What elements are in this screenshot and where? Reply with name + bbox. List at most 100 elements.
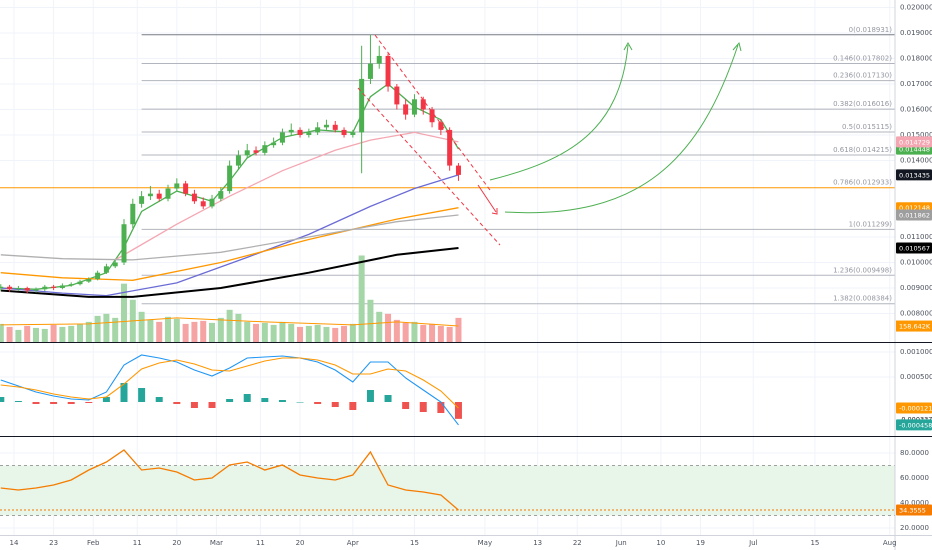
candle-body: [174, 183, 180, 189]
volume-bar: [226, 309, 233, 342]
x-tick-label: 11: [133, 539, 142, 547]
fib-level-label: 0.618(0.014215): [833, 146, 892, 154]
volume-bar: [94, 315, 101, 342]
price-badge-label: 34.3555: [899, 507, 926, 515]
candle-body: [191, 193, 197, 202]
candle-body: [315, 127, 321, 133]
volume-bar: [41, 328, 48, 342]
candle-body: [297, 129, 303, 135]
candle-body: [323, 124, 329, 128]
volume-bar: [261, 322, 268, 342]
y-tick-label: 0.001000: [900, 348, 932, 356]
green-curve-1: [489, 44, 629, 181]
red-arrow-head: [491, 208, 498, 215]
x-tick-label: 19: [696, 539, 705, 547]
volume-badge: [896, 320, 932, 332]
histogram-bar: [454, 402, 462, 419]
green-arrow-head-1: [623, 41, 633, 51]
indicator-line: [0, 354, 459, 426]
histogram-bar: [437, 402, 445, 413]
volume-bar: [77, 323, 84, 342]
volume-bar: [59, 326, 66, 342]
y-tick-label: 0.010000: [900, 258, 932, 266]
fib-level-label: 1(0.011299): [849, 220, 893, 228]
candle-body: [438, 122, 444, 130]
histogram-bar: [14, 401, 22, 402]
price-badge: [896, 169, 932, 181]
candle-body: [15, 287, 21, 290]
candle-body: [130, 203, 136, 225]
fib-level-label: 0.786(0.012933): [833, 179, 892, 187]
candle-body: [244, 150, 250, 156]
price-badge: [896, 419, 932, 431]
volume-bar: [332, 327, 339, 342]
y-tick-label: 80.0000: [900, 449, 929, 457]
x-tick-label: 10: [656, 539, 665, 547]
histogram-bar: [50, 402, 58, 404]
red-arrow: [477, 184, 497, 213]
candle-body: [183, 183, 189, 194]
y-tick-label: 0.014000: [900, 156, 932, 164]
y-tick-label: 0.018000: [900, 54, 932, 62]
green-arrow-head-2: [732, 41, 742, 52]
candle-body: [200, 201, 206, 207]
volume-bar: [297, 326, 304, 342]
y-tick-label: 40.0000: [900, 499, 929, 507]
volume-bar: [103, 313, 110, 342]
histogram-bar: [208, 402, 216, 408]
volume-bar: [138, 311, 145, 342]
candle-body: [165, 188, 171, 199]
candle-body: [429, 109, 435, 123]
x-tick-label: 14: [10, 539, 19, 547]
price-badge-label: 0.010567: [899, 245, 930, 253]
marks-layer: [0, 34, 462, 511]
fib-level-label: 0.146(0.017802): [833, 55, 892, 63]
indicator-line: [0, 357, 459, 409]
indicator-line: [0, 449, 459, 511]
volume-bar: [24, 325, 31, 342]
histogram-bar: [402, 402, 410, 409]
histogram-bar: [155, 397, 163, 402]
y-tick-label: 0.020000: [900, 3, 932, 11]
volume-bar: [32, 327, 39, 342]
x-tick-label: Jun: [615, 539, 627, 547]
fib-level-label: 0(0.018931): [849, 26, 893, 34]
candle-body: [279, 132, 285, 143]
y-tick-label: 0.009000: [900, 284, 932, 292]
price-badge-label: 0.014448: [899, 146, 930, 154]
candle-body: [95, 272, 101, 280]
volume-bar: [209, 322, 216, 342]
candle-body: [112, 262, 118, 267]
volume-bar: [429, 323, 436, 342]
histogram-bar: [261, 398, 269, 402]
x-tick-label: 20: [172, 539, 181, 547]
candle-body: [103, 266, 109, 273]
price-badge-label: 0.013435: [899, 171, 930, 179]
rsi-band: [0, 465, 895, 516]
volume-bar: [200, 320, 207, 342]
histogram-bar: [366, 390, 374, 402]
volume-bar: [253, 323, 260, 342]
price-badge-label: 0.012148: [899, 204, 930, 212]
x-tick-label: 15: [810, 539, 819, 547]
fib-level-label: 1.382(0.008384): [833, 295, 892, 303]
volume-ma: [0, 317, 459, 327]
volume-bar: [15, 329, 22, 342]
x-tick-label: Feb: [87, 539, 100, 547]
volume-bar: [402, 322, 409, 342]
indicator-line: [114, 131, 459, 261]
candle-body: [42, 286, 48, 290]
volume-bar: [323, 326, 330, 342]
y-tick-label: 0.008000: [900, 309, 932, 317]
volume-bar: [112, 317, 119, 342]
x-tick-label: 13: [533, 539, 542, 547]
candle-body: [385, 55, 391, 87]
histogram-bar: [226, 399, 234, 402]
y-tick-label: 60.0000: [900, 474, 929, 482]
histogram-bar: [296, 402, 304, 403]
histogram-bar: [331, 402, 339, 407]
candle-body: [271, 142, 277, 146]
y-tick-label: 0.019000: [900, 29, 932, 37]
candle-body: [455, 165, 461, 175]
